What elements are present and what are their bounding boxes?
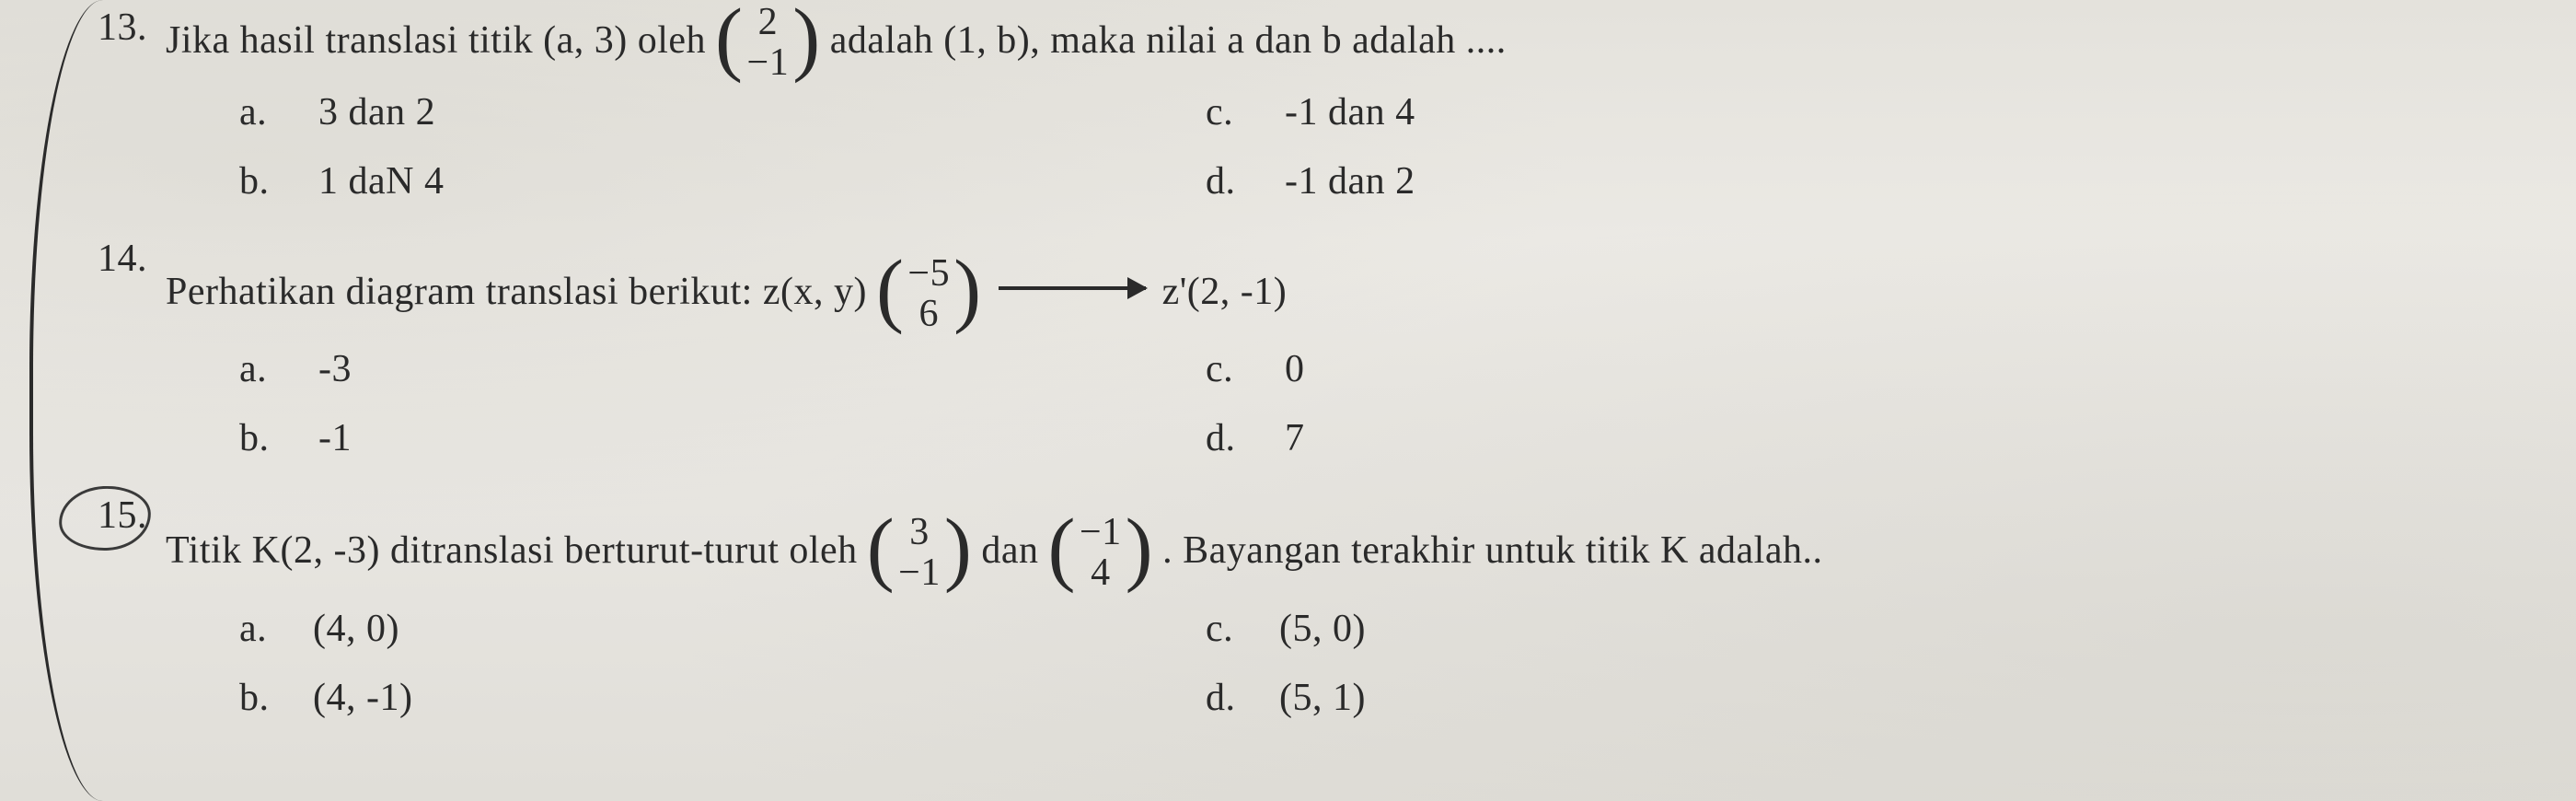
option-text: 3 dan 2: [318, 90, 435, 134]
option-text: (5, 1): [1279, 676, 1366, 720]
option-letter: b.: [239, 159, 285, 203]
q13-option-d[interactable]: d. -1 dan 2: [1206, 154, 2484, 209]
q14-options-right: c. 0 d. 7: [1206, 342, 2484, 466]
paren-right: ): [792, 6, 820, 72]
page-content: 13. Jika hasil translasi titik (a, 3) ol…: [0, 0, 2576, 790]
option-letter: b.: [239, 416, 285, 460]
q15-option-c[interactable]: c. (5, 0): [1206, 601, 2484, 656]
question-13-options: a. 3 dan 2 b. 1 daN 4 c. -1 dan 4 d.: [239, 85, 2484, 209]
q14-option-b[interactable]: b. -1: [239, 411, 1206, 466]
q13-option-c[interactable]: c. -1 dan 4: [1206, 85, 2484, 140]
option-letter: b.: [239, 676, 285, 720]
q14-vector: ( −5 6 ): [876, 253, 982, 334]
q15-vector-1: ( 3 −1 ): [867, 512, 973, 593]
q13-stem-part2: adalah (1, b), maka nilai a dan b adalah…: [830, 10, 1507, 72]
question-14-body: Perhatikan diagram translasi berikut: z(…: [166, 251, 2484, 466]
question-14-stem: Perhatikan diagram translasi berikut: z(…: [166, 251, 2484, 332]
q15-options-left: a. (4, 0) b. (4, -1): [239, 601, 1206, 726]
q13-vec-bottom: −1: [747, 42, 790, 83]
option-text: (4, 0): [313, 607, 399, 651]
option-text: (5, 0): [1279, 607, 1366, 651]
q15-option-d[interactable]: d. (5, 1): [1206, 670, 2484, 726]
q15-stem-part2: . Bayangan terakhir untuk titik K adalah…: [1162, 520, 1822, 582]
q13-vector: ( 2 −1 ): [715, 2, 821, 83]
q15-vector-2: ( −1 4 ): [1048, 512, 1154, 593]
q15-vector1-values: 3 −1: [895, 512, 944, 593]
q15-vec1-top: 3: [898, 512, 941, 552]
q14-option-d[interactable]: d. 7: [1206, 411, 2484, 466]
option-letter: a.: [239, 607, 285, 651]
option-text: 1 daN 4: [318, 159, 444, 203]
option-letter: d.: [1206, 416, 1252, 460]
paren-left: (: [715, 6, 743, 72]
paren-right: ): [953, 257, 981, 323]
option-letter: d.: [1206, 159, 1252, 203]
option-letter: c.: [1206, 347, 1252, 391]
q15-stem-mid: dan: [981, 520, 1038, 582]
question-13: 13. Jika hasil translasi titik (a, 3) ol…: [166, 0, 2484, 209]
paren-left: (: [867, 516, 895, 582]
q13-option-a[interactable]: a. 3 dan 2: [239, 85, 1206, 140]
option-letter: c.: [1206, 90, 1252, 134]
q13-options-right: c. -1 dan 4 d. -1 dan 2: [1206, 85, 2484, 209]
option-text: 0: [1285, 347, 1305, 391]
option-text: -1 dan 4: [1285, 90, 1415, 134]
q14-vec-bottom: 6: [907, 294, 950, 334]
q13-option-b[interactable]: b. 1 daN 4: [239, 154, 1206, 209]
q15-stem-part1: Titik K(2, -3) ditranslasi berturut-turu…: [166, 520, 858, 582]
option-text: -3: [318, 347, 352, 391]
question-13-body: Jika hasil translasi titik (a, 3) oleh (…: [166, 0, 2484, 209]
paren-left: (: [876, 257, 904, 323]
q14-option-a[interactable]: a. -3: [239, 342, 1206, 397]
paren-left: (: [1048, 516, 1076, 582]
option-text: 7: [1285, 416, 1305, 460]
option-letter: c.: [1206, 607, 1252, 651]
option-letter: d.: [1206, 676, 1252, 720]
question-15-body: Titik K(2, -3) ditranslasi berturut-turu…: [166, 510, 2484, 725]
q15-option-b[interactable]: b. (4, -1): [239, 670, 1206, 726]
q15-options-right: c. (5, 0) d. (5, 1): [1206, 601, 2484, 726]
arrow-icon: [999, 286, 1146, 290]
q15-vec1-bottom: −1: [898, 552, 941, 593]
q15-vector2-values: −1 4: [1076, 512, 1126, 593]
question-14-options: a. -3 b. -1 c. 0 d. 7: [239, 342, 2484, 466]
q14-options-left: a. -3 b. -1: [239, 342, 1206, 466]
question-15-number: 15.: [74, 493, 147, 538]
q13-vec-top: 2: [747, 2, 790, 42]
option-letter: a.: [239, 347, 285, 391]
q14-vec-top: −5: [907, 253, 950, 294]
q13-options-left: a. 3 dan 2 b. 1 daN 4: [239, 85, 1206, 209]
option-text: (4, -1): [313, 676, 412, 720]
q13-stem-part1: Jika hasil translasi titik (a, 3) oleh: [166, 10, 706, 72]
option-letter: a.: [239, 90, 285, 134]
q14-vector-values: −5 6: [904, 253, 953, 334]
q14-option-c[interactable]: c. 0: [1206, 342, 2484, 397]
question-15: 15. Titik K(2, -3) ditranslasi berturut-…: [166, 493, 2484, 725]
paren-right: ): [1126, 516, 1153, 582]
question-14: 14. Perhatikan diagram translasi berikut…: [166, 237, 2484, 466]
q13-vector-values: 2 −1: [744, 2, 793, 83]
q15-vec2-top: −1: [1080, 512, 1122, 552]
question-14-number: 14.: [74, 237, 147, 281]
paren-right: ): [944, 516, 972, 582]
q15-option-a[interactable]: a. (4, 0): [239, 601, 1206, 656]
question-13-stem: Jika hasil translasi titik (a, 3) oleh (…: [166, 0, 2484, 81]
q14-stem-part1: Perhatikan diagram translasi berikut: z(…: [166, 261, 867, 323]
option-text: -1: [318, 416, 352, 460]
question-15-options: a. (4, 0) b. (4, -1) c. (5, 0) d.: [239, 601, 2484, 726]
question-15-stem: Titik K(2, -3) ditranslasi berturut-turu…: [166, 510, 2484, 591]
q15-vec2-bottom: 4: [1080, 552, 1122, 593]
question-13-number: 13.: [74, 6, 147, 50]
option-text: -1 dan 2: [1285, 159, 1415, 203]
q14-stem-part2: z'(2, -1): [1162, 261, 1288, 323]
